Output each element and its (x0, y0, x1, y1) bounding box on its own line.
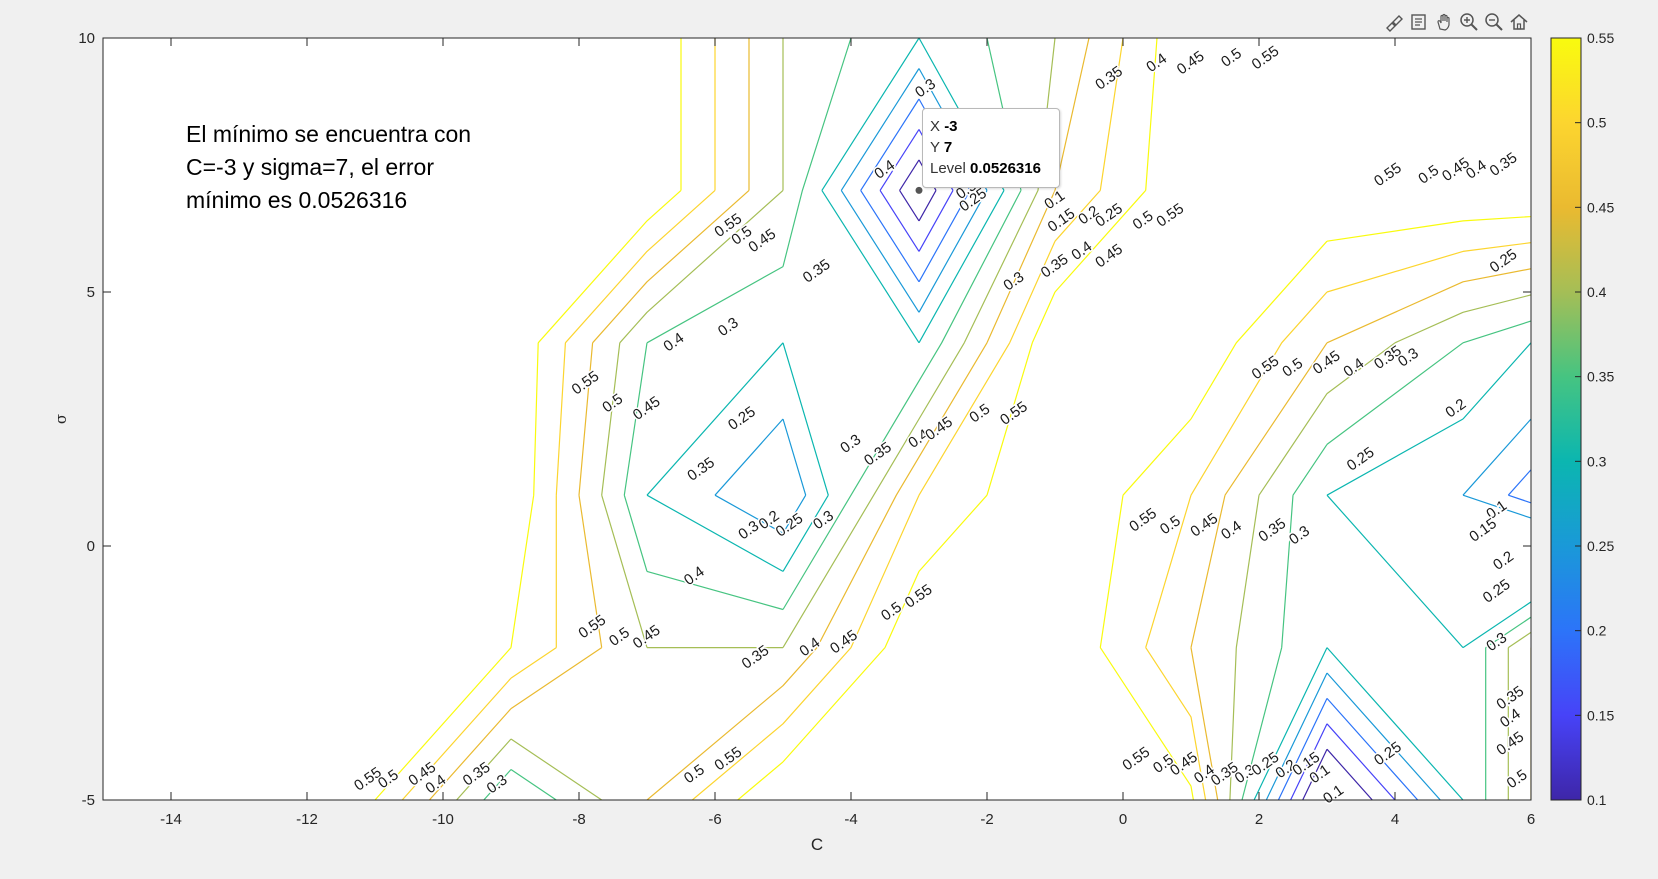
pan-button[interactable] (1432, 10, 1455, 34)
x-tick-label: 6 (1527, 811, 1535, 828)
x-tick-label: 0 (1119, 811, 1127, 828)
colorbar (1550, 37, 1582, 801)
contour-line (428, 38, 1531, 800)
annotation-line: El mínimo se encuentra con (186, 121, 472, 147)
zoom-out-button[interactable] (1482, 10, 1505, 34)
datatip-button[interactable] (1407, 10, 1430, 34)
colorbar-tick-label: 0.15 (1587, 707, 1614, 723)
zoom-in-button[interactable] (1457, 10, 1480, 34)
annotation-line: C=-3 y sigma=7, el error (186, 154, 434, 180)
brush-button[interactable] (1382, 10, 1405, 34)
y-axis-label: σ (52, 414, 70, 424)
datatip-icon (1410, 14, 1426, 30)
colorbar-tick-label: 0.1 (1587, 792, 1607, 808)
datatip-x-value: -3 (944, 118, 958, 135)
x-tick-label: -6 (708, 811, 721, 828)
x-tick-label: -2 (980, 811, 993, 828)
datatip-x-label: X (930, 118, 941, 135)
x-tick-label: -4 (844, 811, 857, 828)
annotation-text-box: El mínimo se encuentra con C=-3 y sigma=… (186, 118, 471, 217)
colorbar-tick-label: 0.5 (1587, 115, 1607, 131)
contour-line (899, 159, 1373, 800)
minimum-point-marker (915, 186, 923, 194)
contour-line (879, 129, 1396, 800)
x-tick-label: 2 (1255, 811, 1263, 828)
colorbar-tick-label: 0.35 (1587, 369, 1614, 385)
x-tick-label: -12 (296, 811, 318, 828)
colorbar-tick-label: 0.45 (1587, 199, 1614, 215)
datatip-y-label: Y (930, 139, 940, 156)
y-tick-label: -5 (82, 792, 95, 809)
x-tick-label: 4 (1391, 811, 1399, 828)
contour-lines (374, 38, 1531, 800)
pan-icon (1436, 13, 1450, 31)
plot-area (103, 38, 1531, 800)
contour-line (456, 38, 1531, 800)
x-tick-label: -10 (432, 811, 454, 828)
x-tick-label: -8 (572, 811, 585, 828)
brush-icon (1385, 15, 1403, 32)
contour-line (860, 98, 1531, 800)
y-tick-label: 5 (87, 284, 95, 301)
datatip-level-value: 0.0526316 (970, 160, 1041, 177)
colorbar-tick-label: 0.3 (1587, 453, 1607, 469)
datatip-level-label: Level (930, 160, 966, 177)
annotation-line: mínimo es 0.0526316 (186, 187, 408, 213)
x-axis: -14 -12 -10 -8 -6 -4 -2 0 2 4 6 (160, 38, 1535, 828)
contour-line (646, 38, 1531, 800)
y-axis: 10 5 0 -5 (78, 30, 1531, 809)
x-axis-label: C (811, 835, 823, 854)
colorbar-tick-label: 0.2 (1587, 623, 1607, 639)
colorbar-ticks: 0.1 0.15 0.2 0.25 0.3 0.35 0.4 0.45 0.5 0.55 (1575, 30, 1614, 808)
contour-line (374, 38, 1531, 800)
datatip-y-value: 7 (943, 139, 953, 156)
contour-line (401, 38, 1531, 800)
colorbar-tick-label: 0.25 (1587, 538, 1614, 554)
y-tick-label: 10 (78, 30, 95, 47)
contour-line (714, 68, 1531, 800)
colorbar-tick-label: 0.4 (1587, 284, 1607, 300)
home-button[interactable] (1507, 10, 1530, 34)
figure-toolbar (1382, 10, 1530, 36)
colorbar-tick-label: 0.55 (1587, 30, 1614, 46)
data-tip[interactable]: X -3 Y 7 Level 0.0526316 (922, 108, 1060, 188)
contour-line (483, 38, 1531, 800)
zoom-in-icon (1459, 13, 1478, 31)
y-tick-label: 0 (87, 538, 95, 555)
zoom-out-icon (1484, 13, 1503, 31)
axes-box (102, 37, 1532, 801)
x-tick-label: -14 (160, 811, 182, 828)
home-icon (1510, 14, 1527, 30)
